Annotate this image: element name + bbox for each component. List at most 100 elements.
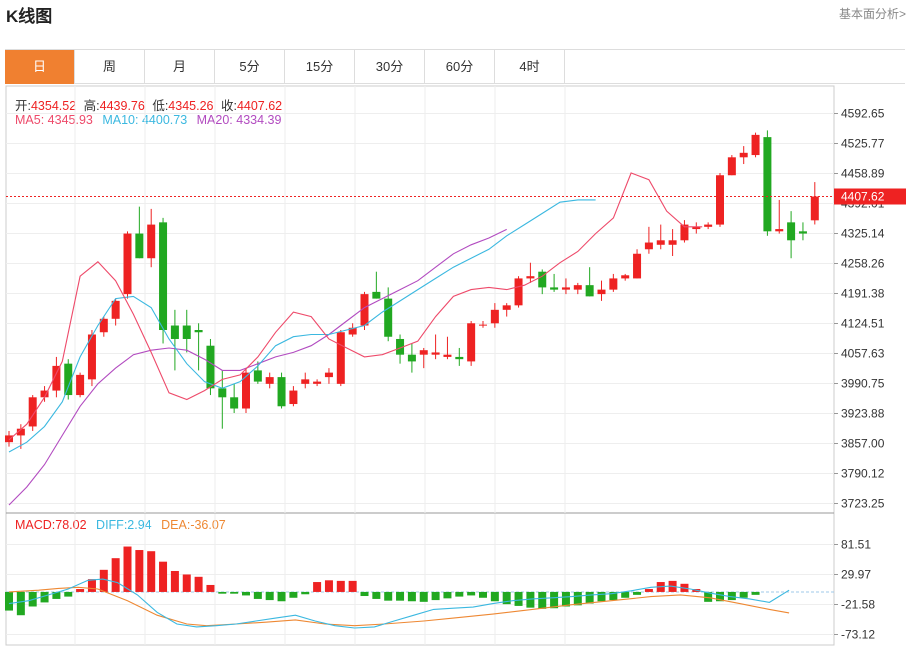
y-tick-label: 3723.25 bbox=[841, 497, 885, 511]
y-tick-label: 3790.12 bbox=[841, 467, 885, 481]
period-tabs: 日周月 5分 15分 30分 60分 4时 bbox=[5, 49, 905, 84]
candle-body bbox=[324, 372, 333, 378]
candle-body bbox=[739, 152, 748, 158]
candle-body bbox=[787, 222, 796, 241]
macd-bar bbox=[490, 591, 499, 602]
low-label: 低: bbox=[152, 99, 169, 113]
high-label: 高: bbox=[83, 99, 100, 113]
macd-bar bbox=[739, 591, 748, 598]
tab-1[interactable]: 周 bbox=[75, 50, 145, 84]
candle-body bbox=[727, 157, 736, 176]
macd-bar bbox=[716, 591, 724, 602]
candle-body bbox=[407, 354, 416, 362]
candle-body bbox=[348, 327, 357, 335]
ma20-line bbox=[8, 228, 507, 506]
y-tick-label: 3923.88 bbox=[841, 407, 885, 421]
candle-body bbox=[277, 377, 286, 407]
candle-body bbox=[111, 300, 120, 319]
candle-body bbox=[289, 390, 298, 405]
ma10-line bbox=[8, 199, 596, 453]
candle-body bbox=[147, 224, 156, 259]
tab-0[interactable]: 日 bbox=[5, 50, 75, 84]
candle-body bbox=[479, 324, 487, 326]
macd-bar bbox=[324, 580, 333, 592]
y-tick-label: 4525.77 bbox=[841, 137, 885, 151]
macd-bar bbox=[621, 591, 630, 598]
candle-body bbox=[87, 334, 96, 380]
candle-body bbox=[585, 285, 594, 297]
low-value: 4345.26 bbox=[168, 99, 214, 113]
macd-bar bbox=[443, 591, 452, 599]
candle-body bbox=[633, 253, 642, 279]
candle-body bbox=[526, 276, 535, 279]
candle-body bbox=[621, 275, 630, 279]
candle-body bbox=[16, 428, 25, 436]
candle-body bbox=[514, 278, 523, 306]
macd-bar bbox=[360, 591, 369, 597]
candle-body bbox=[99, 318, 108, 333]
tab-3[interactable]: 5分 bbox=[215, 50, 285, 84]
macd-bar bbox=[147, 551, 156, 592]
candle-body bbox=[313, 381, 322, 384]
ma20-value: 4334.39 bbox=[236, 113, 282, 127]
macd-bar bbox=[159, 561, 168, 592]
macd-bar bbox=[16, 591, 25, 616]
y-tick-label: 4191.38 bbox=[841, 287, 885, 301]
dea-value: -36.07 bbox=[190, 518, 226, 532]
open-value: 4354.52 bbox=[30, 99, 77, 113]
candle-body bbox=[40, 390, 49, 398]
candle-body bbox=[230, 397, 239, 409]
macd-bar bbox=[99, 569, 108, 592]
candle-body bbox=[218, 388, 227, 398]
macd-bar bbox=[242, 591, 250, 596]
candle-body bbox=[716, 175, 724, 225]
macd-value: 78.02 bbox=[55, 518, 87, 532]
fundamental-analysis-link[interactable]: 基本面分析> bbox=[838, 7, 906, 21]
candle-body bbox=[810, 196, 819, 221]
macd-bar bbox=[289, 591, 298, 598]
tab-6[interactable]: 60分 bbox=[425, 50, 495, 84]
macd-info: MACD:78.02 DIFF:2.94 DEA:-36.07 bbox=[15, 518, 226, 532]
candle-body bbox=[253, 370, 262, 382]
macd-bar bbox=[514, 591, 523, 606]
macd-bar bbox=[372, 591, 381, 599]
macd-bar bbox=[561, 591, 570, 607]
candle-body bbox=[419, 350, 428, 355]
macd-bar bbox=[87, 579, 96, 592]
macd-bar bbox=[265, 591, 274, 601]
candle-body bbox=[182, 325, 191, 339]
macd-bar bbox=[597, 591, 606, 602]
candle-body bbox=[431, 352, 440, 355]
macd-bar bbox=[644, 589, 653, 592]
macd-bar bbox=[455, 591, 464, 597]
candle-body bbox=[52, 365, 61, 391]
last-price-label: 4407.62 bbox=[841, 190, 885, 204]
dea-label: DEA: bbox=[161, 518, 191, 532]
macd-bar bbox=[467, 591, 476, 596]
tab-4[interactable]: 15分 bbox=[285, 50, 355, 84]
macd-y-tick-label: 29.97 bbox=[841, 567, 871, 581]
macd-bar bbox=[135, 550, 144, 592]
macd-bar bbox=[704, 591, 713, 602]
candle-body bbox=[372, 291, 381, 299]
tab-7[interactable]: 4时 bbox=[495, 50, 565, 84]
candle-body bbox=[265, 377, 274, 384]
candle-body bbox=[656, 240, 665, 245]
candle-body bbox=[609, 278, 618, 290]
macd-bar bbox=[336, 580, 345, 592]
macd-bar bbox=[253, 591, 262, 599]
tab-5[interactable]: 30分 bbox=[355, 50, 425, 84]
macd-bar bbox=[538, 591, 547, 609]
candle-body bbox=[170, 325, 179, 339]
macd-bar bbox=[550, 591, 559, 609]
ma10-value: 4400.73 bbox=[141, 113, 188, 127]
macd-bar bbox=[573, 591, 582, 606]
chart-frame bbox=[5, 85, 835, 646]
candle-body bbox=[76, 374, 85, 396]
candle-body bbox=[692, 226, 701, 230]
y-tick-label: 3990.75 bbox=[841, 377, 885, 391]
candle-body bbox=[502, 305, 511, 310]
tab-2[interactable]: 月 bbox=[145, 50, 215, 84]
macd-bar bbox=[230, 591, 239, 594]
